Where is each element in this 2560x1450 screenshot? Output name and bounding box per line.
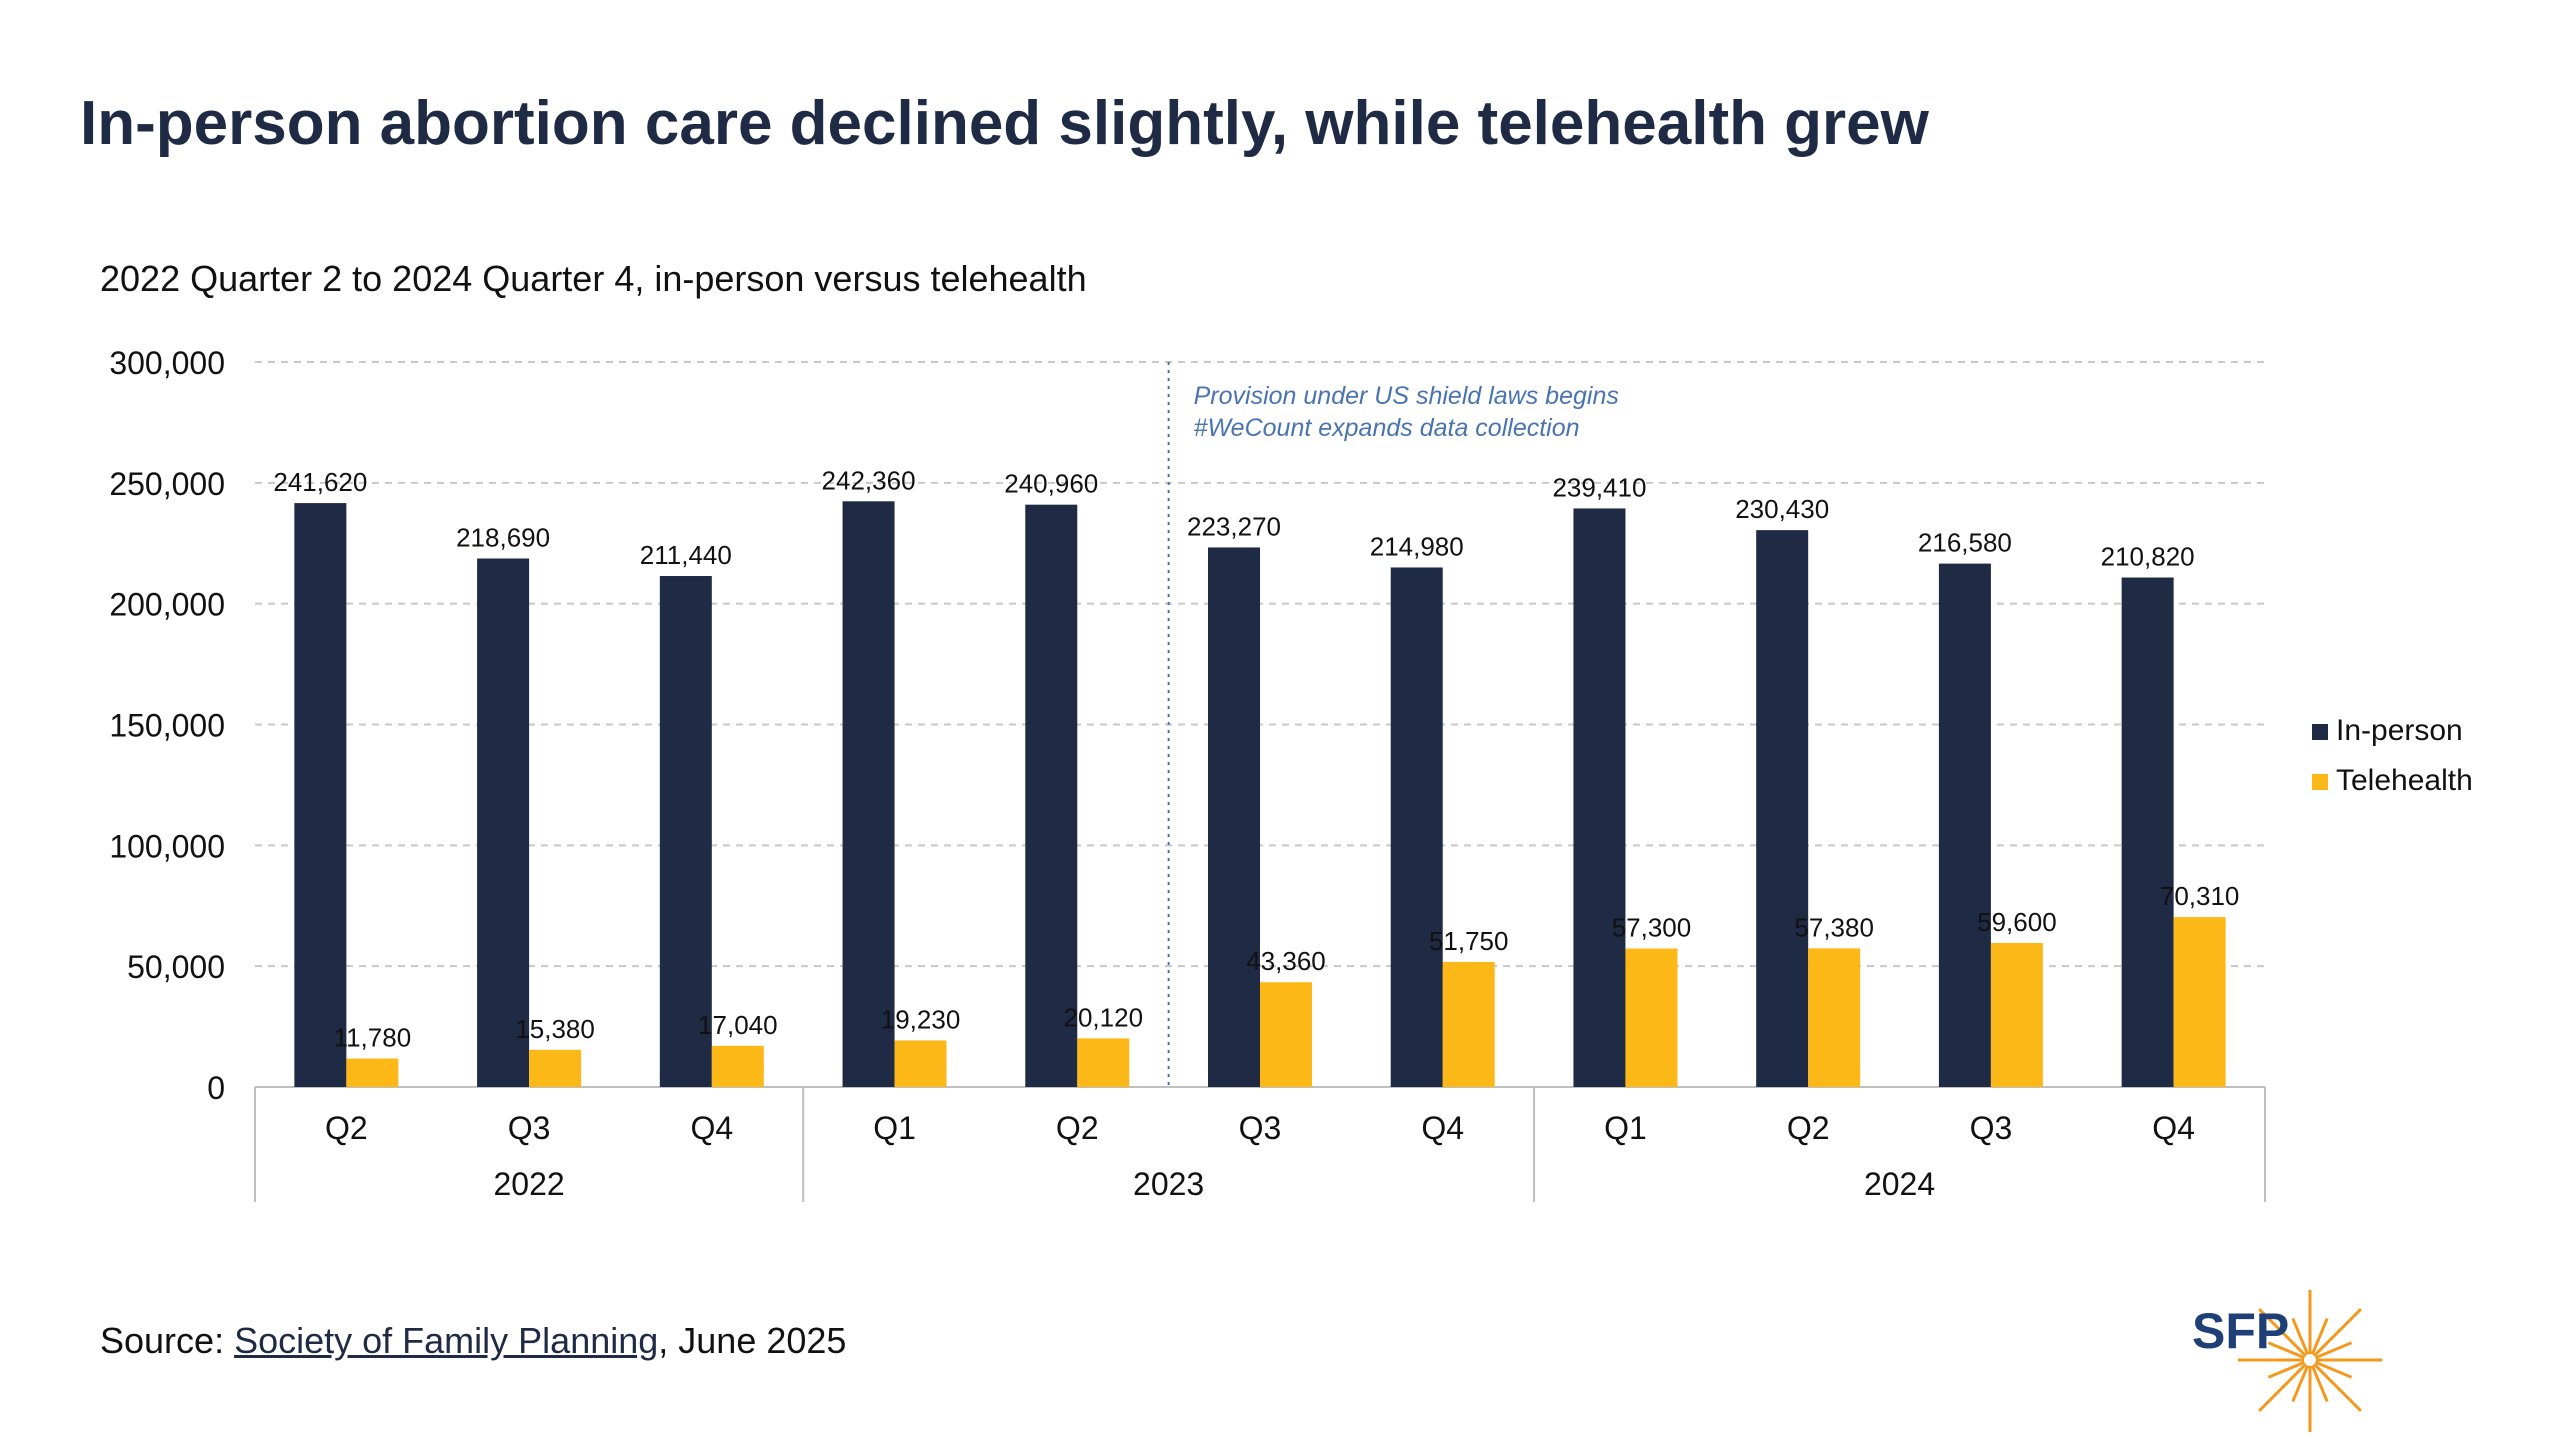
bar-telehealth xyxy=(894,1040,947,1087)
annotation-text: #WeCount expands data collection xyxy=(1194,414,1580,442)
logo-ray xyxy=(2258,1308,2307,1357)
source-note: Source: Society of Family Planning, June… xyxy=(100,1320,846,1362)
bar-in-person xyxy=(1573,508,1626,1087)
x-tick-label: Q1 xyxy=(1604,1110,1647,1146)
bar-telehealth xyxy=(1808,948,1861,1087)
x-tick-label: Q2 xyxy=(1787,1110,1830,1146)
data-label-telehealth: 43,360 xyxy=(1246,946,1326,976)
legend-label: In-person xyxy=(2336,714,2463,747)
bar-telehealth xyxy=(1625,948,1678,1087)
logo-ray xyxy=(2258,1363,2307,1412)
data-label-in-person: 223,270 xyxy=(1187,511,1281,541)
bar-in-person xyxy=(659,576,712,1087)
year-group-label: 2024 xyxy=(1864,1166,1935,1202)
bar-telehealth xyxy=(2173,917,2226,1087)
bar-in-person xyxy=(1208,547,1260,1087)
x-tick-label: Q1 xyxy=(873,1110,916,1146)
bar-in-person xyxy=(1025,504,1078,1087)
source-link[interactable]: Society of Family Planning xyxy=(234,1320,659,1361)
bar-telehealth xyxy=(711,1045,764,1087)
data-label-in-person: 241,620 xyxy=(273,467,367,497)
data-label-in-person: 211,440 xyxy=(640,540,732,570)
data-label-telehealth: 57,300 xyxy=(1612,913,1692,943)
data-label-in-person: 230,430 xyxy=(1735,494,1829,524)
data-label-in-person: 218,690 xyxy=(456,522,550,552)
bar-telehealth xyxy=(1442,961,1495,1087)
annotation-text: Provision under US shield laws begins xyxy=(1194,382,1619,410)
data-label-telehealth: 17,040 xyxy=(698,1010,778,1040)
data-label-telehealth: 70,310 xyxy=(2160,881,2240,911)
y-tick-label: 300,000 xyxy=(109,345,225,381)
legend-swatch-in-person xyxy=(2312,724,2328,740)
data-label-in-person: 239,410 xyxy=(1552,472,1646,502)
y-tick-label: 250,000 xyxy=(109,466,225,502)
bar-in-person xyxy=(1938,563,1991,1087)
data-label-in-person: 214,980 xyxy=(1370,531,1464,561)
year-group-label: 2023 xyxy=(1133,1166,1204,1202)
x-tick-label: Q4 xyxy=(1421,1110,1464,1146)
y-tick-label: 50,000 xyxy=(127,949,225,985)
x-tick-label: Q3 xyxy=(1970,1110,2013,1146)
bar-in-person xyxy=(1756,530,1809,1087)
bar-telehealth xyxy=(529,1049,582,1087)
bar-in-person xyxy=(1390,567,1443,1087)
bar-telehealth xyxy=(1990,942,2043,1087)
logo-text: SFP xyxy=(2192,1303,2289,1359)
logo-ray xyxy=(2310,1317,2329,1356)
legend-swatch-telehealth xyxy=(2312,774,2328,790)
data-label-in-person: 240,960 xyxy=(1004,469,1098,499)
x-tick-label: Q4 xyxy=(690,1110,733,1146)
data-label-telehealth: 57,380 xyxy=(1794,912,1874,942)
x-tick-label: Q2 xyxy=(1056,1110,1099,1146)
data-label-telehealth: 20,120 xyxy=(1064,1002,1144,1032)
logo-ray xyxy=(2310,1364,2329,1403)
logo-ray xyxy=(2267,1341,2306,1360)
data-label-telehealth: 15,380 xyxy=(515,1014,595,1044)
data-label-in-person: 216,580 xyxy=(1918,528,2012,558)
bar-telehealth xyxy=(1260,982,1312,1087)
bar-telehealth xyxy=(1077,1038,1130,1087)
data-label-telehealth: 19,230 xyxy=(881,1005,961,1035)
logo-ray xyxy=(2291,1364,2310,1403)
x-tick-label: Q4 xyxy=(2152,1110,2195,1146)
logo-ray xyxy=(2267,1360,2306,1379)
logo-ray xyxy=(2313,1308,2362,1357)
data-label-in-person: 242,360 xyxy=(822,465,916,495)
y-tick-label: 0 xyxy=(207,1070,225,1106)
source-suffix: , June 2025 xyxy=(658,1320,847,1361)
data-label-telehealth: 59,600 xyxy=(1977,907,2057,937)
data-label-in-person: 210,820 xyxy=(2101,542,2195,572)
logo-ray xyxy=(2291,1317,2310,1356)
bar-in-person xyxy=(2121,577,2174,1087)
data-label-telehealth: 11,780 xyxy=(334,1023,412,1053)
legend-label: Telehealth xyxy=(2336,764,2473,797)
data-label-telehealth: 51,750 xyxy=(1429,926,1509,956)
logo-ray xyxy=(2314,1341,2353,1360)
y-tick-label: 150,000 xyxy=(109,708,225,744)
bar-in-person xyxy=(294,503,347,1088)
bar-telehealth xyxy=(346,1058,399,1087)
x-tick-label: Q3 xyxy=(508,1110,551,1146)
logo-burst-icon xyxy=(2238,1290,2382,1432)
x-tick-label: Q2 xyxy=(325,1110,368,1146)
logo-ray xyxy=(2314,1360,2353,1379)
chart-subtitle: 2022 Quarter 2 to 2024 Quarter 4, in-per… xyxy=(100,258,1087,299)
chart-title: In-person abortion care declined slightl… xyxy=(80,89,1929,158)
y-tick-label: 200,000 xyxy=(109,587,225,623)
x-tick-label: Q3 xyxy=(1239,1110,1282,1146)
bar-in-person xyxy=(477,558,530,1087)
bar-in-person xyxy=(842,501,895,1088)
y-tick-label: 100,000 xyxy=(109,828,225,864)
logo-ray xyxy=(2313,1363,2362,1412)
year-group-label: 2022 xyxy=(493,1166,564,1202)
source-prefix: Source: xyxy=(100,1320,235,1361)
sfp-logo: SFP xyxy=(2192,1290,2382,1432)
